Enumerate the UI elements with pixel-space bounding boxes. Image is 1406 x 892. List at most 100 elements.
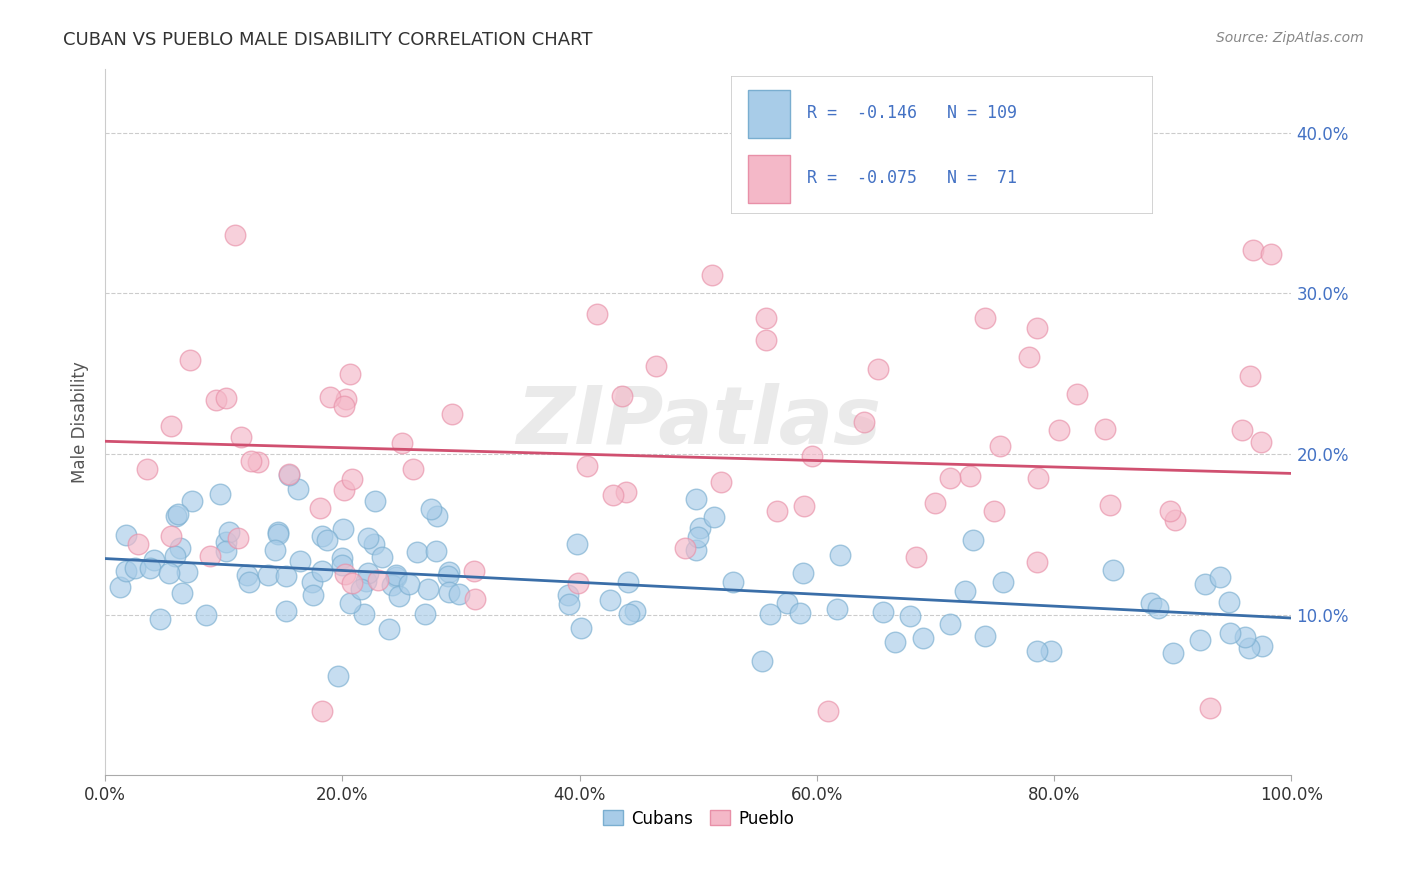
FancyBboxPatch shape [731,76,1153,214]
Point [160,419,183,434]
Point [1194,577,1216,591]
Point [165,509,187,524]
Point [1099,498,1122,512]
Point [884,635,907,649]
Point [311,564,333,578]
Point [898,608,921,623]
Point [911,632,934,646]
Point [721,574,744,589]
Point [179,352,201,367]
Point [1164,513,1187,527]
Point [755,311,778,326]
Point [247,455,270,469]
Point [214,544,236,558]
Point [419,502,441,516]
Point [983,504,1005,518]
Point [378,622,401,636]
Point [224,227,246,242]
Point [700,268,723,283]
Text: R =  -0.075   N =  71: R = -0.075 N = 71 [807,169,1017,187]
Point [333,399,356,413]
Point [354,574,377,588]
Point [1250,435,1272,450]
Point [776,596,799,610]
Point [1147,600,1170,615]
Point [330,558,353,573]
Point [759,607,782,622]
Point [576,459,599,474]
Point [436,569,458,583]
Point [766,504,789,518]
Point [413,607,436,621]
Point [135,462,157,476]
Point [350,582,373,596]
Point [267,525,290,540]
Point [335,392,357,407]
Point [416,582,439,596]
Point [689,520,711,534]
Point [557,588,579,602]
Text: ZIPatlas: ZIPatlas [516,383,880,461]
Point [363,537,385,551]
Point [924,496,946,510]
Point [157,566,180,580]
Point [381,578,404,592]
Point [755,333,778,347]
Point [644,359,666,373]
Point [617,575,640,590]
Point [215,535,238,549]
Point [274,569,297,583]
Point [586,307,609,321]
Point [315,533,337,548]
Point [406,544,429,558]
Point [229,430,252,444]
Point [108,580,131,594]
Point [169,541,191,555]
Point [195,608,218,623]
Point [872,606,894,620]
Point [710,475,733,489]
Point [384,570,406,584]
Point [167,507,190,521]
Point [301,588,323,602]
Point [437,565,460,579]
Point [160,528,183,542]
Legend: Cubans, Pueblo: Cubans, Pueblo [596,803,800,834]
Point [1094,422,1116,436]
Point [567,537,589,551]
Point [463,565,485,579]
Point [426,509,449,524]
Point [311,704,333,718]
Point [1237,641,1260,656]
Point [617,607,640,622]
Point [301,575,323,590]
Point [1018,350,1040,364]
Point [959,468,981,483]
Point [939,471,962,485]
Point [364,494,387,508]
Point [276,604,298,618]
Point [142,553,165,567]
Text: R =  -0.146   N = 109: R = -0.146 N = 109 [807,104,1017,122]
Point [387,589,409,603]
Point [319,390,342,404]
Text: CUBAN VS PUEBLO MALE DISABILITY CORRELATION CHART: CUBAN VS PUEBLO MALE DISABILITY CORRELAT… [63,31,593,49]
Point [114,527,136,541]
Point [163,549,186,564]
Point [599,593,621,607]
Point [264,543,287,558]
Point [181,493,204,508]
Point [370,549,392,564]
Point [401,462,423,476]
Point [1102,563,1125,577]
Point [332,523,354,537]
Y-axis label: Male Disability: Male Disability [72,361,89,483]
Point [685,542,707,557]
Point [277,467,299,482]
Point [988,439,1011,453]
Point [610,389,633,403]
Point [308,500,330,515]
Point [440,408,463,422]
Point [176,565,198,579]
Point [311,528,333,542]
